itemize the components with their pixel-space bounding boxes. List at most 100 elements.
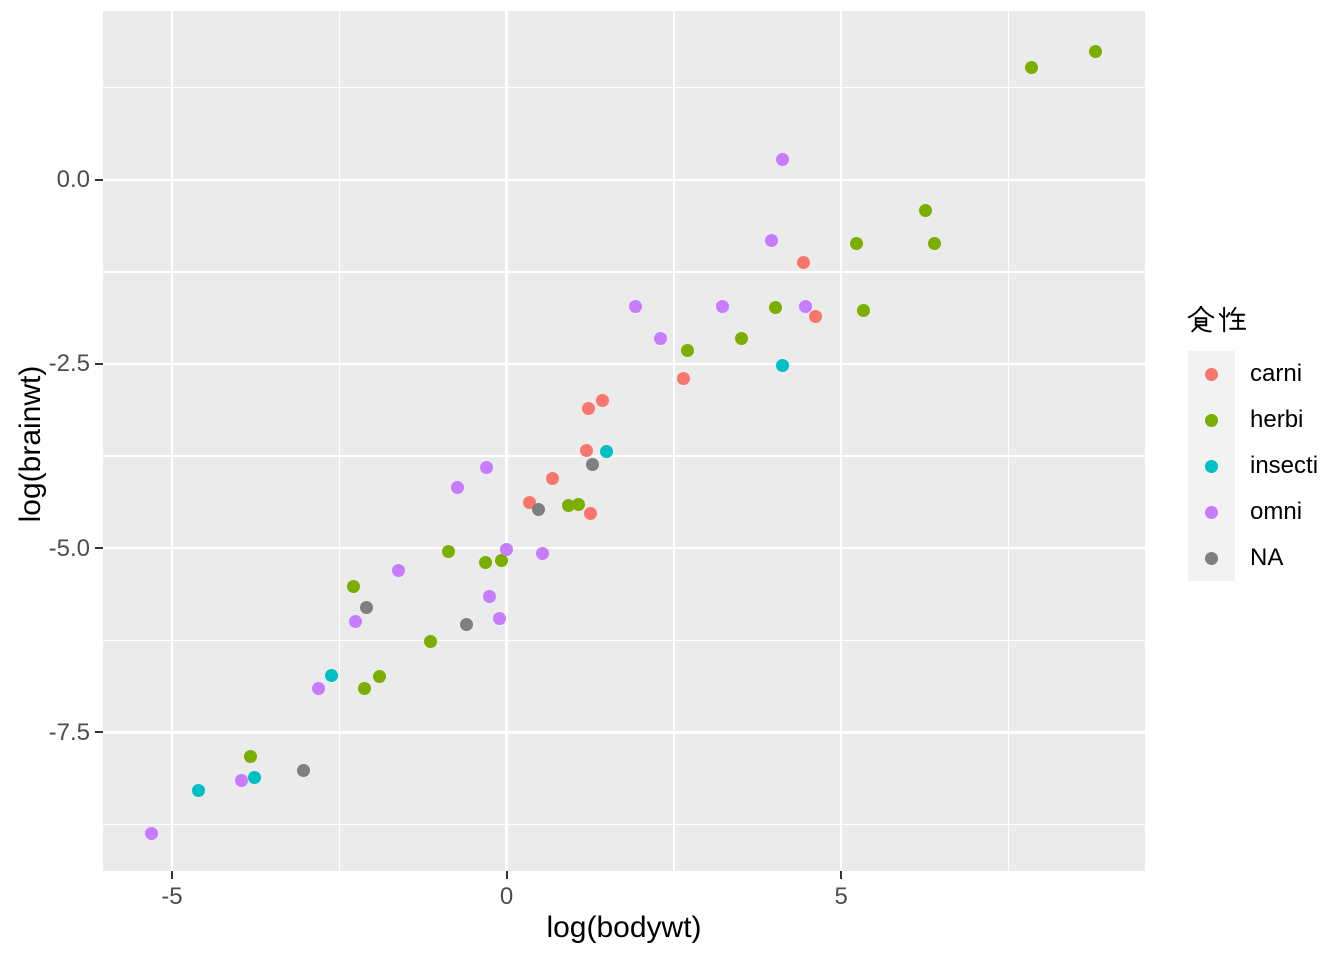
legend-label: herbi	[1250, 406, 1304, 433]
data-point-herbi	[769, 301, 783, 315]
gridline-major-y	[103, 362, 1145, 366]
legend-key-dot-carni	[1205, 367, 1218, 381]
data-point-omni	[235, 773, 249, 787]
data-point-NA	[459, 617, 473, 631]
legend-key-dot-NA	[1205, 551, 1218, 565]
data-point-omni	[311, 682, 325, 696]
data-point-carni	[797, 255, 811, 269]
gridline-major-x	[839, 11, 843, 871]
gridline-minor-y	[103, 823, 1145, 826]
data-point-carni	[808, 309, 822, 323]
data-point-NA	[296, 764, 310, 778]
data-point-herbi	[928, 236, 942, 250]
y-tick-label: -7.5	[48, 718, 90, 746]
gridline-major-y	[103, 731, 1145, 734]
gridline-major-y	[103, 547, 1145, 550]
legend-key-dot-insecti	[1205, 459, 1218, 473]
y-tick-label: -2.5	[48, 350, 90, 378]
kanji-shoku-eat-icon	[1187, 306, 1215, 333]
gridline-major-x	[505, 11, 508, 871]
y-tick-mark	[95, 731, 103, 734]
data-point-herbi	[857, 304, 871, 318]
y-tick-mark	[95, 547, 103, 550]
data-point-NA	[359, 601, 373, 615]
data-point-omni	[145, 826, 159, 840]
data-point-omni	[535, 546, 549, 560]
y-tick-mark	[95, 362, 103, 365]
data-point-insecti	[325, 669, 339, 683]
data-point-omni	[765, 233, 779, 247]
gridline-minor-y	[103, 639, 1145, 642]
data-point-insecti	[775, 358, 789, 372]
gridline-minor-x	[338, 11, 340, 871]
data-point-herbi	[918, 204, 932, 218]
data-point-carni	[677, 372, 691, 386]
data-point-herbi	[1088, 45, 1102, 59]
legend-key-dot-omni	[1205, 505, 1218, 519]
data-point-insecti	[247, 770, 261, 784]
data-point-herbi	[346, 580, 360, 594]
data-point-omni	[776, 152, 790, 166]
data-point-omni	[653, 332, 667, 346]
data-point-carni	[581, 402, 595, 416]
x-tick-label: 5	[834, 883, 848, 910]
data-point-carni	[546, 471, 560, 485]
legend-key-dot-herbi	[1205, 413, 1218, 427]
x-tick-label: 0	[499, 883, 514, 910]
data-point-omni	[482, 590, 496, 604]
data-point-herbi	[494, 553, 508, 567]
data-point-omni	[500, 543, 514, 557]
data-point-herbi	[423, 635, 437, 649]
data-point-carni	[583, 507, 597, 521]
data-point-omni	[451, 480, 465, 494]
x-axis-title: log(bodywt)	[546, 911, 702, 944]
gridline-major-x	[170, 11, 174, 871]
gridline-minor-x	[673, 11, 675, 871]
gridline-minor-y	[103, 271, 1145, 273]
data-point-omni	[392, 563, 406, 577]
y-tick-label: 0.0	[56, 166, 90, 194]
legend-label: NA	[1250, 544, 1284, 571]
data-point-herbi	[441, 545, 455, 559]
x-tick-mark	[840, 871, 843, 879]
data-point-herbi	[850, 237, 864, 251]
data-point-insecti	[191, 784, 205, 798]
x-tick-mark	[170, 871, 173, 879]
gridline-minor-y	[103, 86, 1145, 89]
data-point-omni	[479, 461, 493, 475]
data-point-herbi	[358, 682, 372, 696]
legend-label: omni	[1250, 498, 1303, 525]
data-point-NA	[532, 502, 546, 516]
data-point-omni	[348, 614, 362, 628]
data-point-herbi	[1024, 60, 1038, 74]
data-point-insecti	[600, 445, 614, 459]
data-point-herbi	[561, 498, 575, 512]
grid-layer	[103, 11, 1145, 871]
data-point-herbi	[372, 669, 386, 683]
legend-title: 食性	[1187, 306, 1246, 334]
data-point-herbi	[734, 332, 748, 346]
kanji-sei-nature-icon	[1218, 306, 1246, 333]
data-point-herbi	[478, 556, 492, 570]
data-point-herbi	[680, 344, 694, 358]
legend-label: carni	[1250, 360, 1303, 387]
plot-panel	[103, 11, 1145, 871]
gridline-major-y	[103, 178, 1145, 181]
data-point-omni	[628, 300, 642, 313]
data-point-omni	[798, 300, 812, 313]
legend-label: insecti	[1250, 452, 1319, 479]
data-point-herbi	[244, 749, 258, 763]
data-point-herbi	[572, 497, 586, 511]
points-layer	[103, 11, 1145, 871]
gridline-minor-x	[1007, 11, 1010, 871]
x-tick-label: -5	[161, 883, 183, 910]
y-tick-label: -5.0	[48, 534, 90, 562]
gridline-minor-y	[103, 455, 1145, 457]
x-tick-mark	[505, 871, 508, 879]
y-tick-mark	[95, 178, 103, 181]
data-point-omni	[716, 300, 730, 313]
data-point-carni	[579, 443, 593, 457]
y-axis-title: log(brainwt)	[14, 365, 47, 523]
data-point-carni	[596, 393, 610, 407]
